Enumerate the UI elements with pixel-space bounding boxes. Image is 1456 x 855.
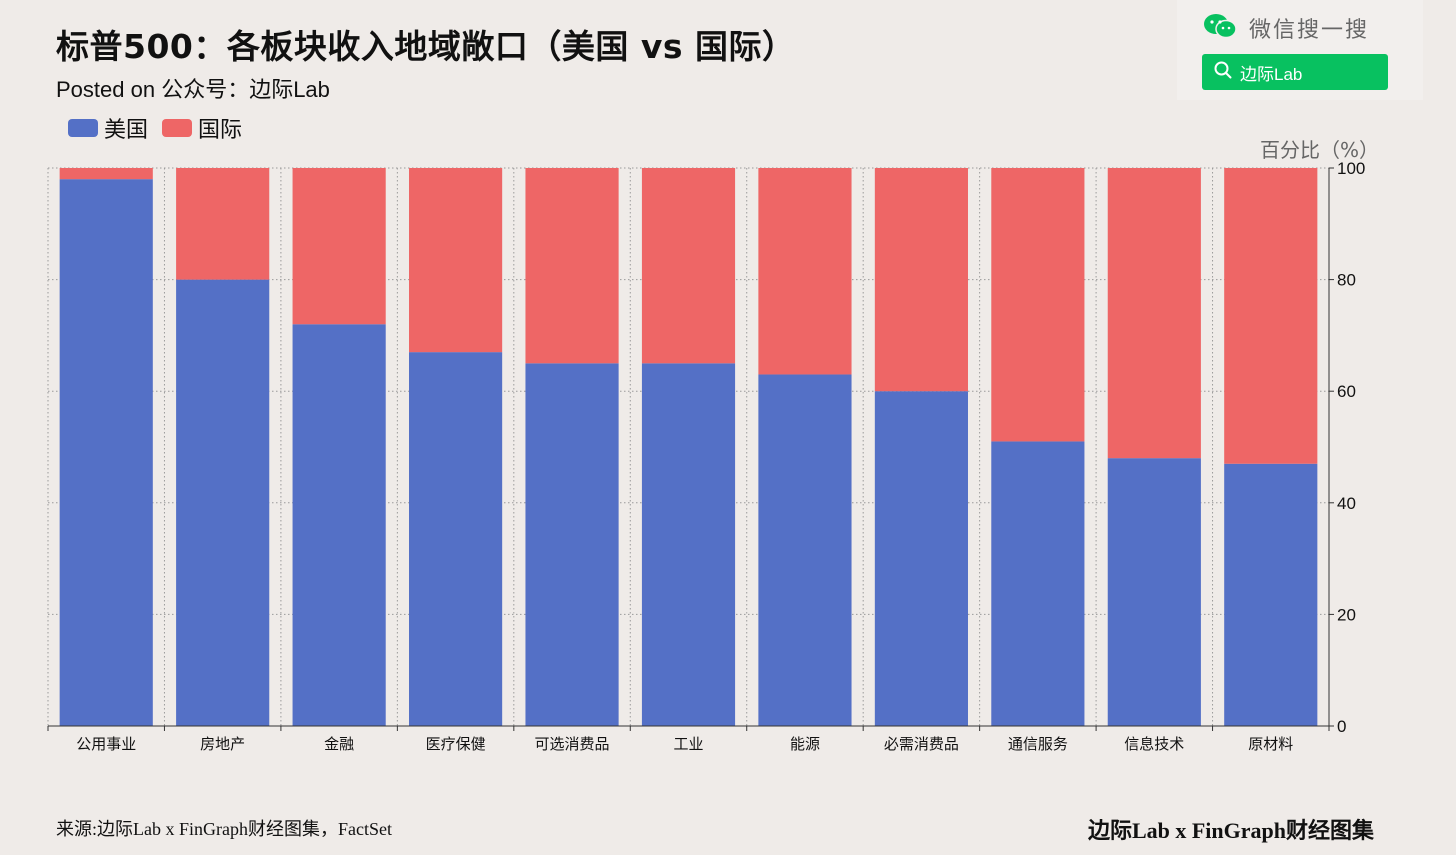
bar-us (991, 441, 1085, 726)
chart-subtitle: Posted on 公众号：边际Lab (56, 77, 330, 102)
legend-label-us: 美国 (104, 118, 149, 143)
bar-intl (59, 168, 153, 180)
bar-intl (1224, 168, 1318, 464)
legend-item-intl[interactable]: 国际 (162, 112, 242, 144)
y-tick-label: 40 (1337, 494, 1356, 513)
y-tick-label: 60 (1337, 382, 1356, 401)
legend-label-intl: 国际 (198, 118, 243, 143)
x-tick-label: 公用事业 (76, 735, 136, 753)
bar-intl (641, 168, 736, 364)
x-tick-label: 可选消费品 (535, 735, 610, 753)
bar-us (1107, 458, 1201, 726)
y-tick-label: 80 (1337, 271, 1356, 290)
bar-us (525, 363, 619, 726)
legend-item-us[interactable]: 美国 (68, 112, 148, 144)
bar-intl (525, 168, 619, 364)
y-tick-label: 0 (1337, 717, 1346, 736)
x-tick-label: 能源 (790, 735, 820, 753)
bar-us (641, 363, 736, 726)
source-note: 来源:边际Lab x FinGraph财经图集，FactSet (56, 819, 392, 839)
bar-us (292, 324, 386, 726)
x-tick-label: 信息技术 (1124, 735, 1184, 753)
x-tick-label: 工业 (673, 735, 703, 753)
bar-us (758, 374, 852, 726)
brand-footer: 边际Lab x FinGraph财经图集 (1087, 818, 1374, 843)
wechat-header: 微信搜一搜 (1203, 12, 1369, 44)
bar-intl (758, 168, 852, 375)
bar-us (59, 179, 153, 726)
legend-swatch-intl (162, 119, 193, 137)
chart-title: 标普500：各板块收入地域敞口（美国 vs 国际） (56, 27, 796, 66)
legend-swatch-us (68, 119, 98, 137)
legend: 美国 国际 (68, 112, 242, 144)
bar-us (409, 352, 503, 726)
bar-intl (874, 168, 968, 392)
x-tick-label: 必需消费品 (884, 735, 959, 753)
y-axis-label: 百分比（%） (1260, 138, 1379, 162)
wechat-icon (1203, 13, 1237, 43)
bar-us (1224, 463, 1318, 726)
x-tick-label: 通信服务 (1008, 735, 1068, 753)
bar-us (874, 391, 968, 726)
search-icon (1214, 61, 1232, 84)
bar-intl (1107, 168, 1201, 459)
x-tick-label: 原材料 (1248, 735, 1293, 753)
y-tick-label: 100 (1337, 159, 1365, 178)
bar-intl (409, 168, 503, 353)
bar-us (176, 279, 270, 726)
bar-intl (991, 168, 1085, 442)
x-tick-label: 房地产 (200, 735, 245, 753)
y-tick-label: 20 (1337, 605, 1356, 624)
bar-intl (176, 168, 270, 280)
x-tick-label: 医疗保健 (426, 735, 486, 753)
bar-intl (292, 168, 386, 325)
wechat-search-button[interactable]: 边际Lab (1202, 54, 1388, 90)
wechat-search-text: 边际Lab (1240, 64, 1303, 84)
x-tick-label: 金融 (324, 735, 354, 753)
wechat-search-widget: 微信搜一搜 边际Lab (1177, 0, 1423, 100)
wechat-label: 微信搜一搜 (1249, 18, 1370, 43)
